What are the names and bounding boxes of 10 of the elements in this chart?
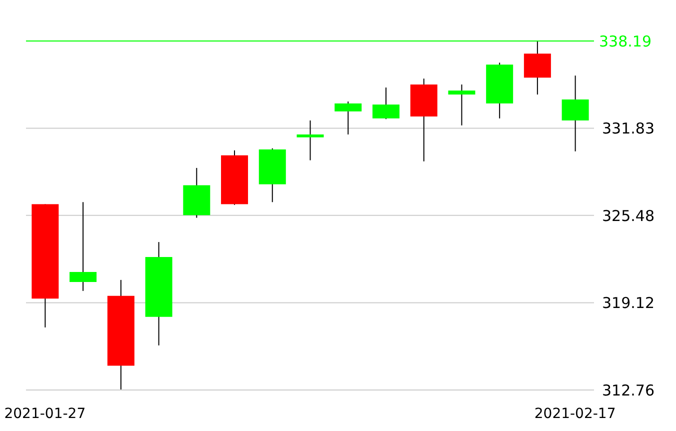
candlestick <box>70 202 97 292</box>
y-tick-label: 312.76 <box>602 381 654 400</box>
candlestick <box>448 84 476 126</box>
y-tick-label: 319.12 <box>602 294 654 312</box>
candlestick <box>296 120 324 161</box>
x-tick-label: 2021-02-17 <box>534 406 616 422</box>
x-tick-label: 2021-01-27 <box>4 406 86 422</box>
y-tick-label: 325.48 <box>602 206 654 225</box>
y-tick-label: 331.83 <box>602 120 654 138</box>
ref-line-label: 338.19 <box>599 32 652 50</box>
